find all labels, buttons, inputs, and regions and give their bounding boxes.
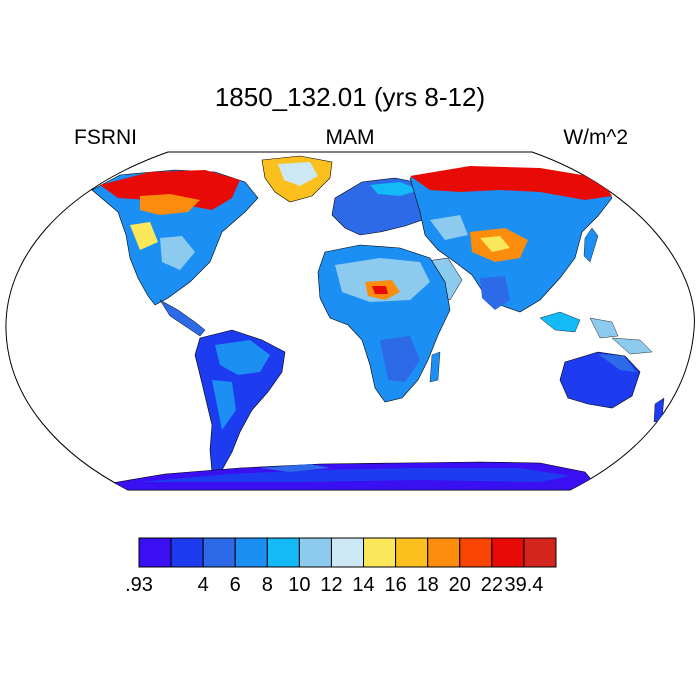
colorbar-tick-label: 8 <box>261 574 273 596</box>
season-label: MAM <box>325 126 375 149</box>
colorbar <box>138 537 557 568</box>
colorbar-tick-label: 10 <box>288 574 311 596</box>
colorbar-box <box>330 537 365 568</box>
europe-landmass <box>331 177 441 236</box>
colorbar-box <box>202 537 236 568</box>
colorbar-box <box>298 537 332 568</box>
colorbar-tick-label: 20 <box>448 574 471 596</box>
variable-label: FSRNI <box>74 126 137 149</box>
colorbar-box <box>491 537 525 568</box>
colorbar-tick-label: 12 <box>320 574 343 596</box>
colorbar-tick-label: 22 <box>480 574 503 596</box>
colorbar-box <box>459 537 493 568</box>
colorbar-box <box>138 537 172 568</box>
colorbar-box <box>363 537 397 568</box>
colorbar-tick-label: 4 <box>197 574 209 596</box>
colorbar-box <box>523 537 557 568</box>
colorbar-labels: .93 4 6 8 10 12 14 16 18 20 22 39.4 <box>0 574 700 602</box>
colorbar-box <box>170 537 204 568</box>
colorbar-tick-label: 16 <box>384 574 407 596</box>
colorbar-box <box>266 537 300 568</box>
colorbar-tick-label: 14 <box>352 574 375 596</box>
colorbar-box <box>234 537 268 568</box>
colorbar-tick-label: 39.4 <box>504 574 544 596</box>
colorbar-tick-label: 18 <box>416 574 439 596</box>
colorbar-box <box>395 537 429 568</box>
colorbar-tick-label: 6 <box>229 574 241 596</box>
colorbar-tick-label: .93 <box>125 574 153 596</box>
colorbar-box <box>427 537 461 568</box>
units-label: W/m^2 <box>563 126 628 149</box>
map-title: 1850_132.01 (yrs 8-12) <box>214 82 486 112</box>
